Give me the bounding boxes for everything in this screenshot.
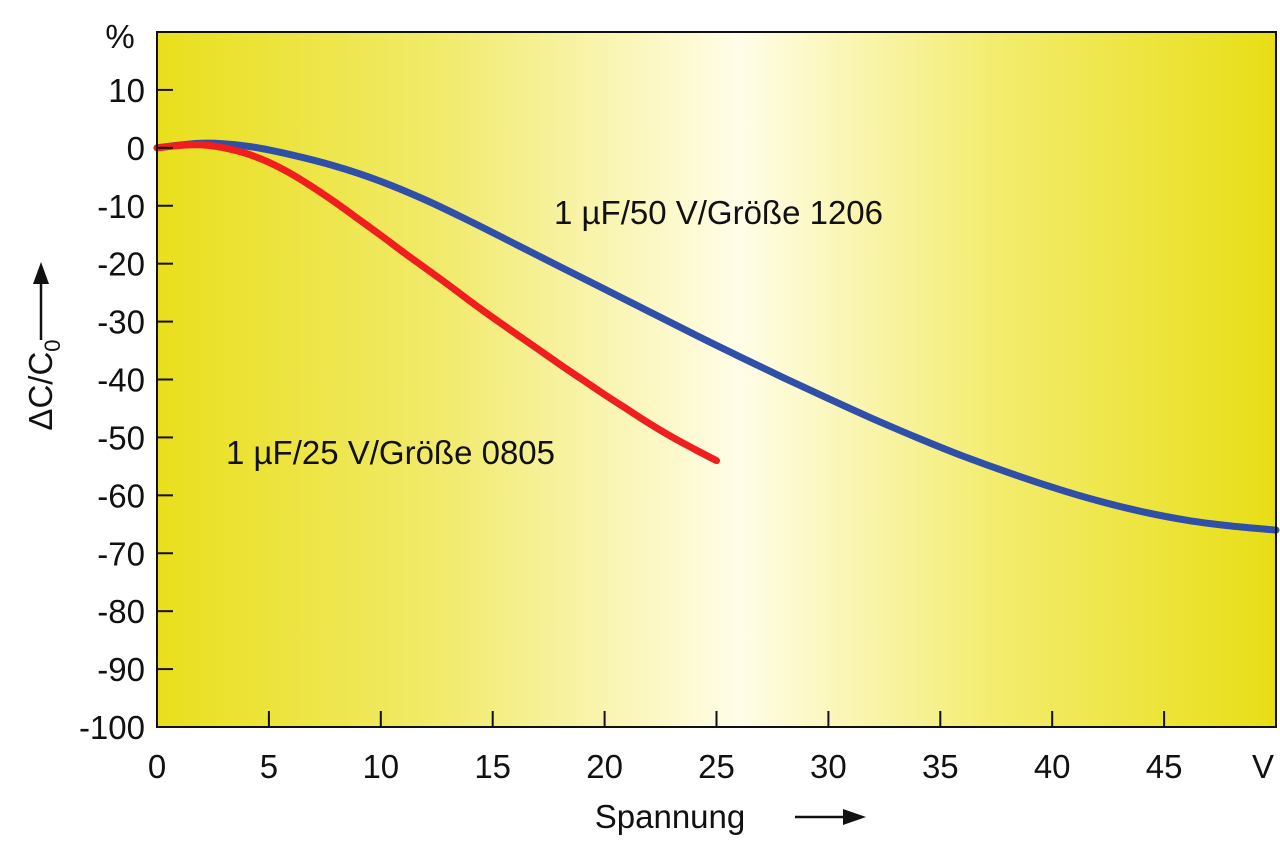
annotation-0805: 1 µF/25 V/Größe 0805 [226, 434, 555, 471]
x-tick-label: 5 [260, 748, 278, 785]
series-line-1206 [153, 139, 1280, 534]
y-tick-label: -20 [97, 246, 145, 283]
y-unit-label: % [105, 18, 134, 55]
y-axis-title: ΔC/C0 [22, 339, 65, 430]
x-tick-label: 0 [148, 748, 166, 785]
x-tick-label: 40 [1034, 748, 1071, 785]
x-tick-label: 30 [810, 748, 847, 785]
y-tick-label: -50 [97, 419, 145, 456]
annotation-1206: 1 µF/50 V/Größe 1206 [554, 194, 883, 231]
y-tick-label: -40 [97, 362, 145, 399]
x-tick-label: 25 [698, 748, 735, 785]
y-tick-label: -80 [97, 593, 145, 630]
y-tick-label: -100 [79, 709, 145, 746]
y-tick-label: 10 [108, 72, 145, 109]
series-line-0805 [153, 141, 720, 465]
x-tick-label: 10 [362, 748, 399, 785]
y-tick-label: -90 [97, 651, 145, 688]
y-tick-label: -60 [97, 477, 145, 514]
x-tick-label: 20 [586, 748, 623, 785]
x-tick-label: 45 [1146, 748, 1183, 785]
svg-text:ΔC/C0: ΔC/C0 [22, 339, 65, 430]
y-tick-label: -70 [97, 535, 145, 572]
x-tick-label: 15 [474, 748, 511, 785]
y-axis-arrow [33, 262, 49, 340]
x-tick-label: 35 [922, 748, 959, 785]
plot-area [157, 32, 1276, 727]
y-tick-label: -30 [97, 304, 145, 341]
x-unit-label: V [1252, 748, 1274, 785]
y-tick-label: -10 [97, 188, 145, 225]
x-axis-title: Spannung [595, 798, 745, 835]
x-axis-arrow [795, 809, 866, 825]
y-tick-label: 0 [127, 130, 145, 167]
